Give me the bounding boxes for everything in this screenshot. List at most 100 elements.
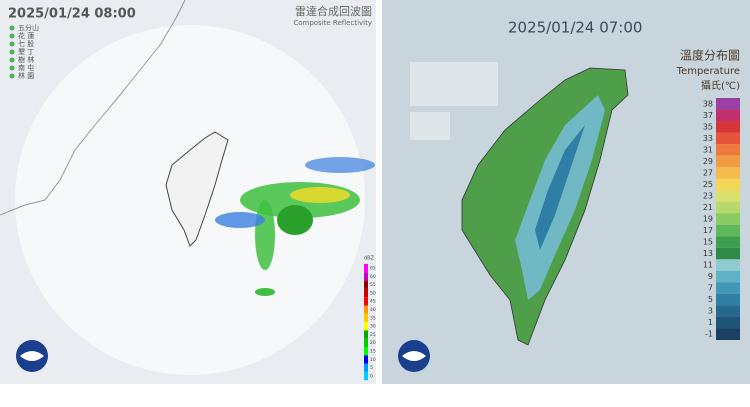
legend-label: 33 bbox=[703, 134, 713, 143]
legend-label: 0 bbox=[370, 373, 373, 379]
legend-swatch bbox=[716, 144, 740, 156]
station-name: 五分山 bbox=[18, 23, 39, 32]
station-name: 墾 丁 bbox=[18, 47, 34, 56]
legend-swatch bbox=[364, 272, 368, 281]
station-name: 花 蓮 bbox=[18, 31, 34, 40]
legend-label: 25 bbox=[703, 180, 713, 189]
legend-label: 19 bbox=[703, 215, 713, 224]
legend-swatch bbox=[364, 371, 368, 381]
legend-label: 40 bbox=[370, 307, 376, 313]
legend-swatch bbox=[364, 330, 368, 339]
legend-label: 1 bbox=[708, 318, 713, 327]
legend-swatch bbox=[716, 259, 740, 271]
station-dot bbox=[9, 73, 15, 79]
inset-islands bbox=[410, 62, 498, 106]
logo-mark bbox=[20, 351, 44, 361]
legend-label: 5 bbox=[708, 295, 713, 304]
legend-label: 35 bbox=[370, 315, 376, 321]
legend-swatch bbox=[364, 280, 368, 289]
legend-label: 35 bbox=[703, 122, 713, 131]
temperature-title: 溫度分布圖 bbox=[680, 48, 740, 63]
echoes bbox=[215, 157, 375, 296]
station-name: 七 股 bbox=[18, 39, 34, 48]
radar-title: 雷達合成回波圖 bbox=[295, 4, 372, 18]
mountain-cold-core bbox=[535, 125, 585, 250]
legend-label: 21 bbox=[703, 203, 713, 212]
temperature-unit: 攝氏(℃) bbox=[701, 79, 740, 92]
legend-label: 55 bbox=[370, 282, 376, 288]
legend-label: 29 bbox=[703, 157, 713, 166]
legend-label: 31 bbox=[703, 145, 713, 154]
legend-label: 3 bbox=[708, 307, 713, 316]
legend-swatch bbox=[364, 305, 368, 314]
legend-swatch bbox=[716, 109, 740, 122]
legend-swatch bbox=[364, 338, 368, 347]
legend-label: 27 bbox=[703, 168, 713, 177]
legend-swatch bbox=[716, 98, 740, 110]
legend-swatch bbox=[364, 297, 368, 306]
legend-swatch bbox=[716, 224, 740, 237]
legend-label: 20 bbox=[370, 340, 376, 346]
station-dot bbox=[9, 65, 15, 71]
legend-swatch bbox=[716, 190, 740, 202]
logo-mark bbox=[402, 351, 426, 361]
legend-label: 65 bbox=[370, 266, 376, 272]
station-dot bbox=[9, 41, 15, 47]
temperature-subtitle: Temperature bbox=[676, 66, 740, 77]
radar-timestamp: 2025/01/24 08:00 bbox=[8, 7, 136, 22]
legend-label: -1 bbox=[705, 330, 713, 339]
legend-swatch bbox=[364, 355, 368, 364]
legend-label: 50 bbox=[370, 290, 376, 296]
legend-label: 37 bbox=[703, 111, 713, 120]
legend-swatch bbox=[716, 282, 740, 294]
legend-label: 7 bbox=[708, 284, 713, 293]
legend-swatch bbox=[364, 288, 368, 298]
legend-label: 25 bbox=[370, 332, 376, 338]
legend-swatch bbox=[716, 293, 740, 306]
legend-label: 45 bbox=[370, 299, 376, 305]
station-dot bbox=[9, 57, 15, 63]
station-name: 南 屯 bbox=[18, 63, 34, 72]
legend-label: 10 bbox=[370, 357, 376, 363]
legend-swatch bbox=[716, 167, 740, 179]
legend-swatch bbox=[716, 305, 740, 317]
legend-swatch bbox=[716, 247, 740, 260]
station-dot bbox=[9, 25, 15, 31]
inset-islands bbox=[410, 112, 450, 140]
legend-swatch bbox=[364, 363, 368, 372]
legend-swatch bbox=[716, 328, 740, 340]
legend-swatch bbox=[716, 201, 740, 214]
legend-label: 5 bbox=[370, 365, 373, 371]
coastline bbox=[0, 0, 186, 216]
legend-swatch bbox=[716, 132, 740, 145]
station-dot bbox=[9, 33, 15, 39]
station-name: 樹 林 bbox=[18, 55, 34, 64]
legend-swatch bbox=[364, 322, 368, 331]
temperature-timestamp: 2025/01/24 07:00 bbox=[508, 19, 642, 37]
legend-swatch bbox=[364, 264, 368, 273]
legend-label: 60 bbox=[370, 274, 376, 280]
legend-label: 17 bbox=[703, 226, 713, 235]
legend-label: 13 bbox=[703, 249, 713, 258]
legend-swatch bbox=[364, 313, 368, 323]
legend-label: 15 bbox=[703, 238, 713, 247]
radar-subtitle: Composite Reflectivity bbox=[293, 19, 372, 27]
legend-swatch bbox=[716, 121, 740, 133]
taiwan bbox=[165, 131, 229, 247]
legend-label: 9 bbox=[708, 272, 713, 281]
legend-swatch bbox=[716, 316, 740, 329]
station-name: 林 園 bbox=[18, 71, 34, 80]
legend-label: 23 bbox=[703, 191, 713, 200]
station-dot bbox=[9, 49, 15, 55]
legend-label: 38 bbox=[703, 99, 713, 108]
legend-swatch bbox=[716, 213, 740, 225]
legend-unit: dBZ bbox=[364, 256, 375, 262]
legend-label: 30 bbox=[370, 324, 376, 330]
legend-swatch bbox=[716, 270, 740, 283]
legend-swatch bbox=[716, 178, 740, 191]
legend-swatch bbox=[716, 155, 740, 168]
legend-label: 15 bbox=[370, 349, 376, 355]
legend-swatch bbox=[716, 236, 740, 248]
legend-swatch bbox=[364, 347, 368, 356]
